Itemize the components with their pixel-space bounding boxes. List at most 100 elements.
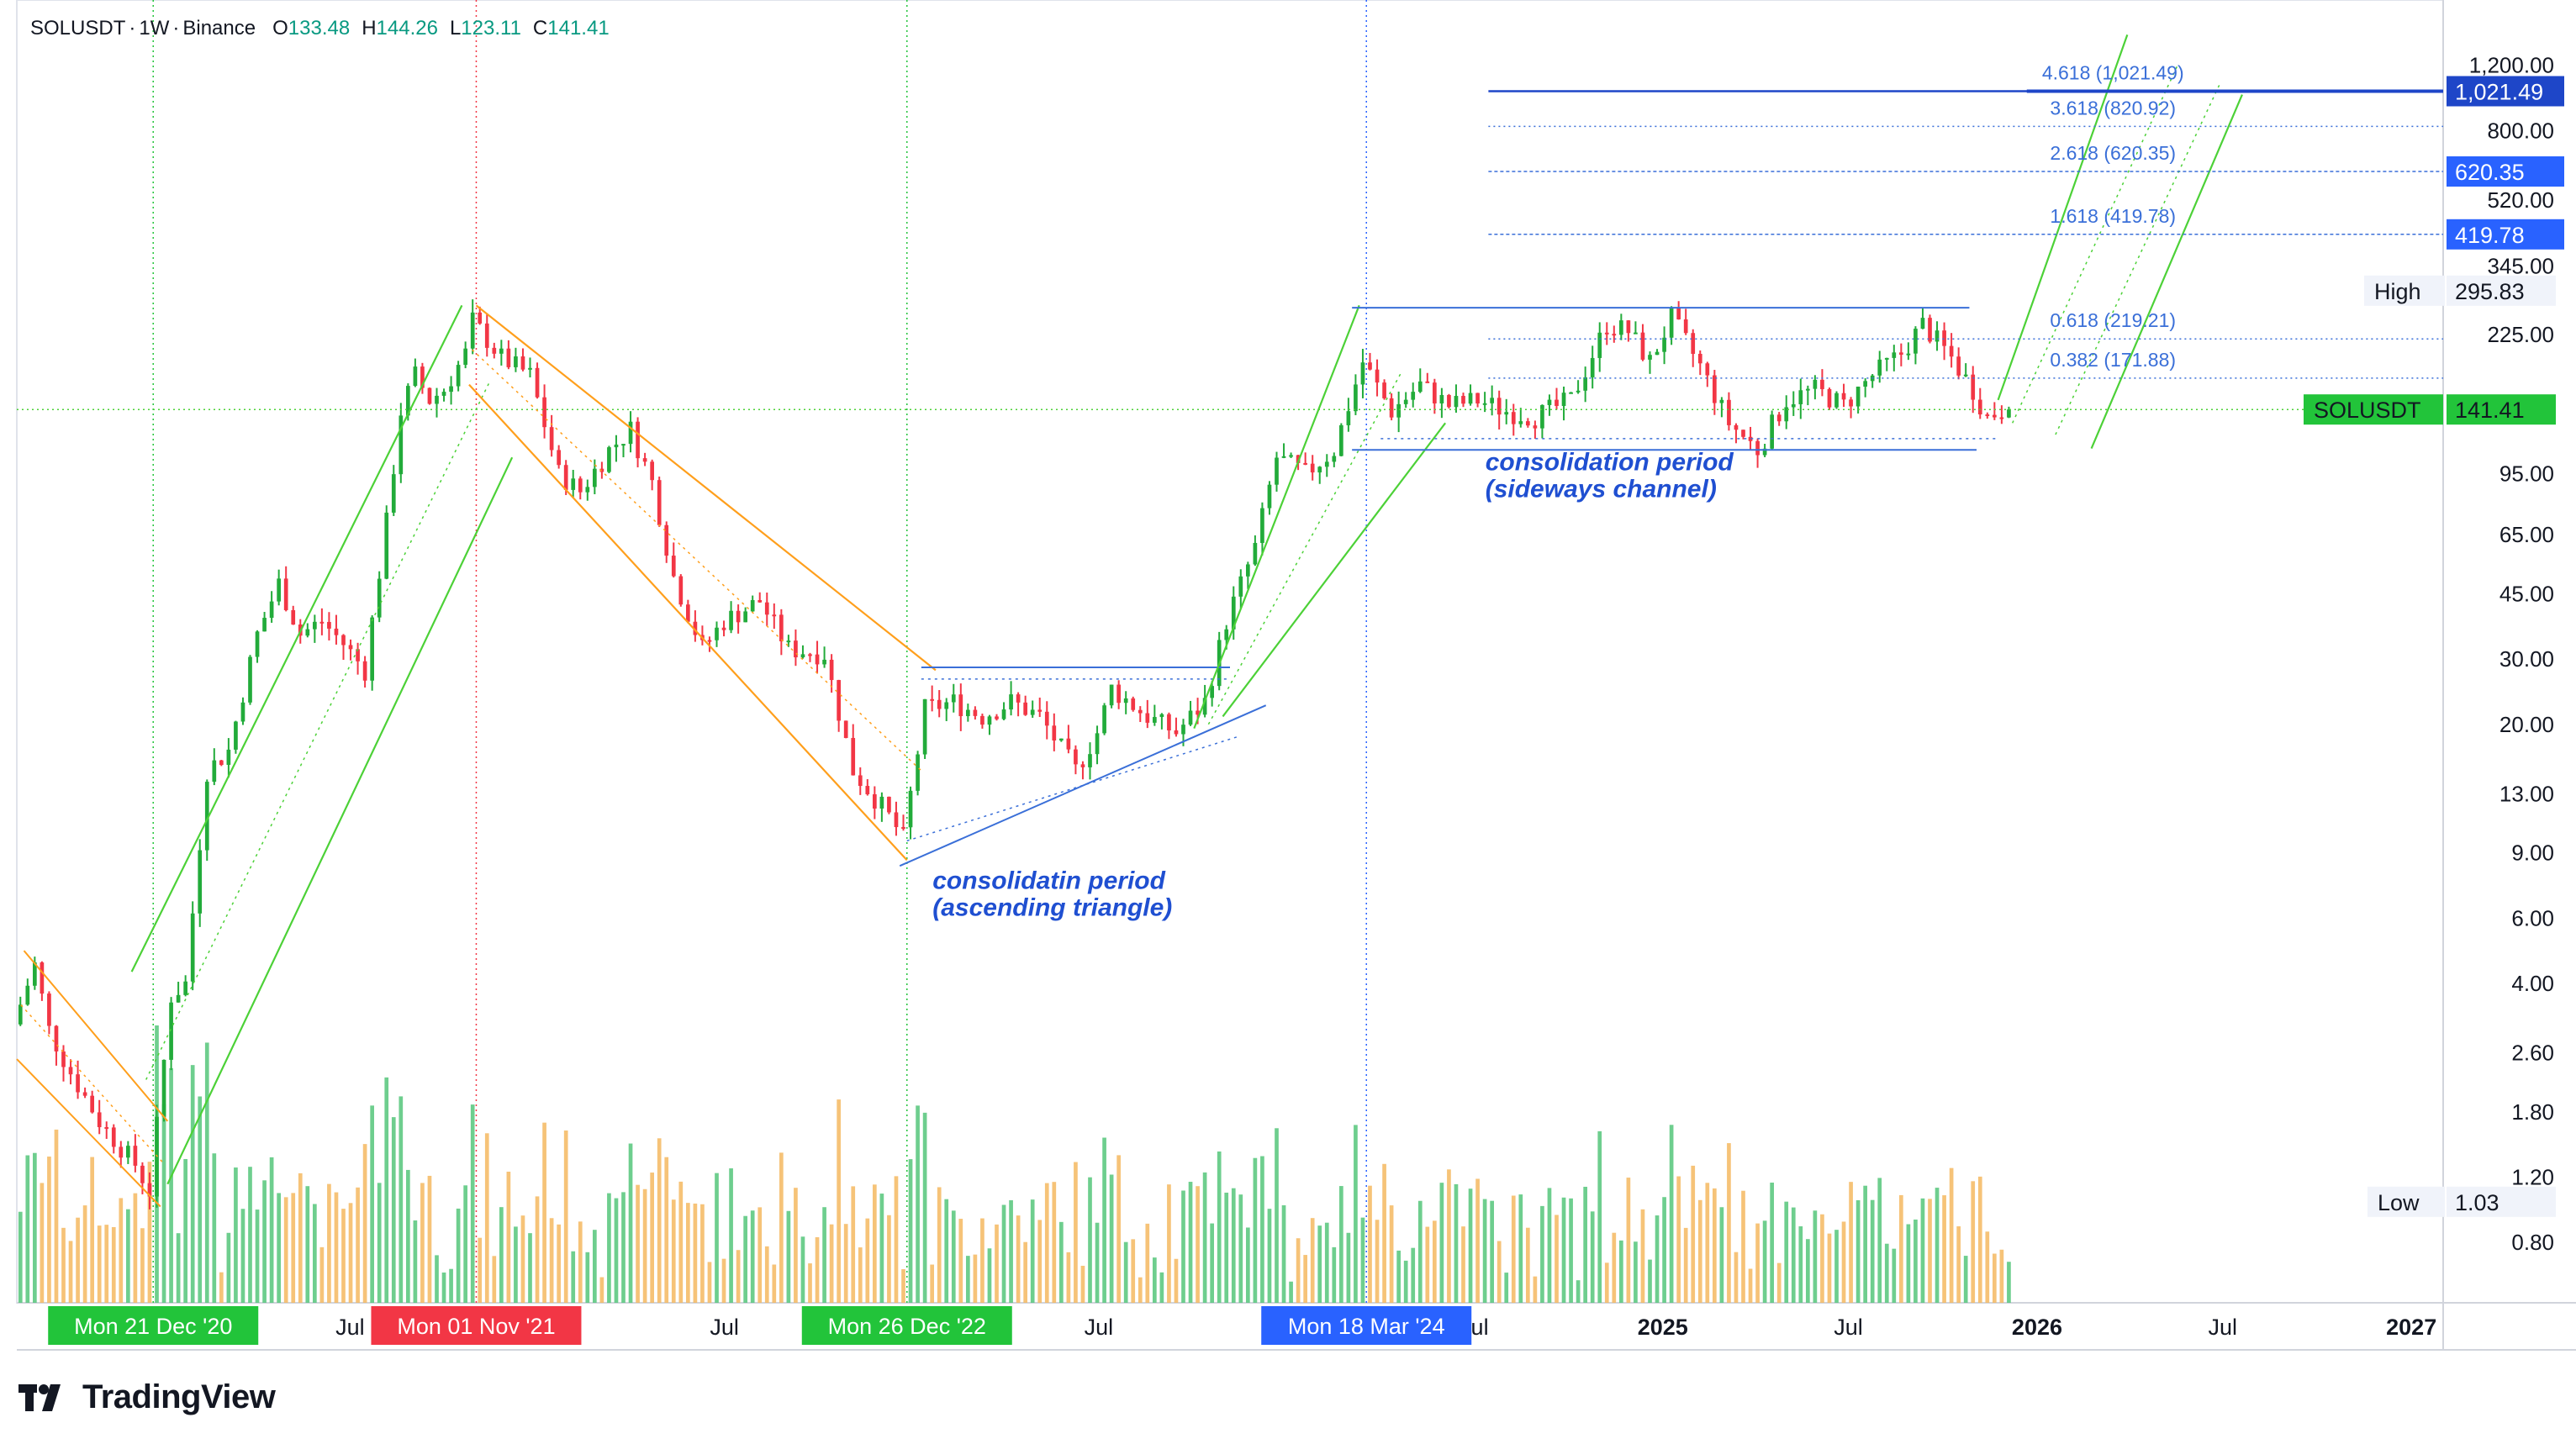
volume-bar: [908, 1159, 913, 1303]
candle-body: [843, 720, 848, 739]
volume-bar: [1820, 1214, 1824, 1303]
candle-body: [851, 738, 856, 776]
candle-body: [1705, 363, 1710, 376]
volume-bar: [1648, 1259, 1652, 1303]
volume-bar: [650, 1173, 655, 1303]
candle-body: [614, 444, 619, 448]
projection-channel-mid: [2012, 65, 2178, 424]
volume-bar: [420, 1183, 425, 1303]
volume-bar: [1776, 1262, 1782, 1303]
candle-body: [636, 421, 640, 459]
candle-body: [384, 512, 389, 579]
volume-bar: [1490, 1200, 1495, 1303]
candle-body: [1676, 308, 1681, 319]
candle-body: [61, 1051, 66, 1067]
volume-bar: [47, 1157, 51, 1303]
volume-bar: [219, 1272, 224, 1303]
volume-bar: [435, 1255, 439, 1303]
low-marker-label-bg: [2367, 1186, 2445, 1217]
volume-bar: [1813, 1210, 1818, 1303]
candle-body: [736, 610, 741, 623]
volume-bar: [449, 1268, 453, 1303]
volume-bar: [1884, 1243, 1889, 1303]
close-value: 141.41: [547, 17, 610, 40]
candle-body: [1992, 414, 1997, 418]
volume-bar: [1131, 1239, 1136, 1303]
low-label: L: [449, 17, 462, 40]
price-axis-tick: 1.80: [2511, 1099, 2554, 1125]
volume-bar: [944, 1199, 949, 1303]
interval-label[interactable]: 1W: [139, 17, 170, 40]
volume-bar: [1827, 1233, 1832, 1303]
volume-bar: [786, 1210, 791, 1303]
candle-body: [894, 812, 899, 828]
fib-price-badge-bg: [2447, 76, 2564, 107]
price-axis-tick: 345.00: [2487, 253, 2554, 278]
volume-bar: [1569, 1198, 1573, 1303]
candle-body: [1935, 330, 1940, 342]
low-value: 123.11: [461, 17, 521, 40]
volume-bar: [499, 1207, 504, 1303]
high-marker-value-bg: [2447, 275, 2556, 306]
candle-body: [1253, 542, 1258, 565]
volume-bar: [1202, 1172, 1207, 1303]
candle-body: [1985, 414, 1990, 417]
fib-price-badge: 620.35: [2455, 160, 2525, 185]
volume-bar: [1497, 1241, 1502, 1303]
price-axis-tick: 520.00: [2487, 187, 2554, 213]
tradingview-brand[interactable]: TradingView: [18, 1378, 276, 1416]
candle-body: [405, 386, 410, 416]
volume-bar: [111, 1226, 116, 1303]
volume-bar: [772, 1264, 777, 1303]
candle-body: [916, 754, 920, 791]
candle-body: [557, 450, 562, 466]
candle-body: [1074, 749, 1078, 765]
candle-body: [1368, 362, 1372, 370]
volume-bar: [1533, 1276, 1538, 1303]
candle-body: [1977, 399, 1982, 415]
volume-bar: [1604, 1262, 1609, 1303]
symbol-price-tag: SOLUSDT: [2314, 398, 2421, 423]
volume-bar: [1504, 1273, 1509, 1303]
price-axis-tick: 0.80: [2511, 1230, 2554, 1255]
volume-bar: [1375, 1220, 1380, 1303]
volume-bar: [25, 1155, 30, 1303]
last-price-badge-bg: [2447, 394, 2556, 425]
volume-bar: [183, 1158, 188, 1303]
candle-body: [1798, 390, 1803, 404]
volume-bar: [1583, 1186, 1588, 1303]
volume-bar: [97, 1225, 102, 1303]
volume-bar: [248, 1167, 252, 1303]
volume-bar: [1411, 1247, 1416, 1303]
last-price-badge: 141.41: [2455, 398, 2525, 423]
volume-bar: [312, 1204, 317, 1303]
volume-bar: [592, 1230, 597, 1303]
volume-bar: [1145, 1223, 1150, 1303]
volume-bar: [1052, 1182, 1057, 1303]
price-axis-tick: 1.20: [2511, 1165, 2554, 1190]
fib-price-badge-bg: [2447, 156, 2564, 187]
annotation-line1: consolidatin period: [932, 867, 1165, 894]
volume-bar: [1697, 1199, 1702, 1303]
volume-bar: [1210, 1223, 1215, 1303]
volume-bar: [255, 1209, 260, 1303]
volume-bar: [1289, 1281, 1293, 1303]
volume-bar: [1253, 1157, 1258, 1303]
candle-body: [1540, 404, 1544, 429]
volume-bar: [1727, 1143, 1731, 1303]
volume-bar: [757, 1207, 763, 1303]
volume-bar: [1417, 1200, 1423, 1303]
volume-bar: [1310, 1218, 1315, 1303]
candle-body: [563, 465, 568, 490]
volume-bar: [1618, 1240, 1623, 1303]
candle-body: [1662, 337, 1666, 352]
volume-bar: [405, 1169, 410, 1303]
volume-bar: [427, 1175, 432, 1303]
symbol-name[interactable]: SOLUSDT: [30, 17, 126, 40]
candle-body: [1963, 374, 1968, 377]
candle-body: [1317, 466, 1322, 473]
candle-body: [1877, 359, 1882, 376]
candle-body: [549, 427, 554, 451]
volume-bar: [463, 1185, 468, 1303]
